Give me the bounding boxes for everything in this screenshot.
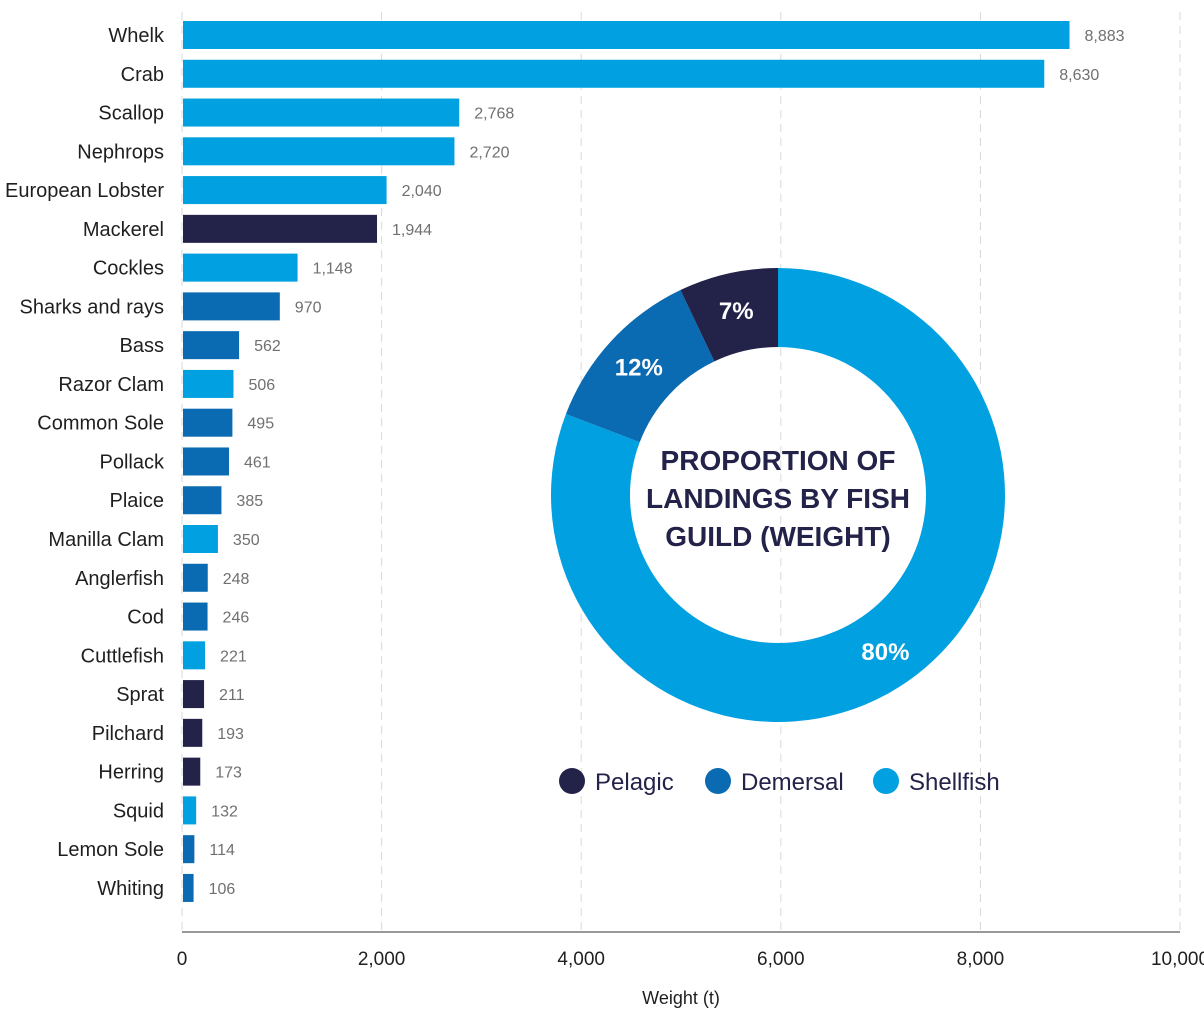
category-label: Whelk: [108, 25, 165, 47]
value-label: 350: [233, 532, 260, 549]
donut-title-line-1: PROPORTION OF: [661, 445, 896, 476]
value-label: 1,148: [313, 261, 353, 278]
value-label: 1,944: [392, 222, 432, 239]
bar-manilla-clam: [183, 525, 218, 554]
bar-razor-clam: [183, 369, 234, 398]
value-label: 132: [211, 803, 238, 820]
value-label: 8,883: [1085, 28, 1125, 45]
x-tick-label: 4,000: [557, 949, 605, 970]
value-label: 173: [215, 765, 242, 782]
bar-pilchard: [183, 718, 203, 747]
value-label: 246: [223, 610, 250, 627]
category-label: Manilla Clam: [48, 529, 164, 551]
bar-sharks-and-rays: [183, 292, 280, 321]
category-label: Bass: [120, 335, 164, 357]
bar-scallop: [183, 98, 460, 127]
value-label: 495: [247, 416, 274, 433]
category-label: Scallop: [98, 103, 164, 125]
bar-whelk: [183, 21, 1070, 49]
bar-bass: [183, 331, 240, 360]
legend-swatch-pelagic: [559, 768, 585, 794]
bar-mackerel: [183, 214, 378, 243]
value-label: 385: [236, 493, 263, 510]
x-tick-label: 2,000: [358, 949, 406, 970]
category-label: Crab: [121, 64, 164, 86]
bar-chart: Whelk 8,883 Crab 8,630 Scallop 2,768 Nephrops 2…: [5, 21, 1125, 902]
donut-slice-shellfish: [550, 268, 1005, 723]
value-label: 2,040: [402, 183, 442, 200]
category-label: Sprat: [116, 684, 164, 706]
bar-squid: [183, 796, 197, 825]
donut-chart: PROPORTION OF LANDINGS BY FISH GUILD (WE…: [550, 268, 1005, 723]
category-label: Plaice: [110, 490, 164, 512]
bar-crab: [183, 59, 1045, 88]
x-axis-title: Weight (t): [642, 988, 720, 1008]
bar-lemon-sole: [183, 835, 195, 864]
value-label: 2,720: [469, 144, 509, 161]
donut-slice-pelagic: [680, 268, 778, 362]
donut-pct-label-demersal: 12%: [615, 354, 663, 381]
value-label: 8,630: [1059, 67, 1099, 84]
legend-label-shellfish: Shellfish: [909, 769, 1000, 796]
value-label: 106: [209, 881, 236, 898]
donut-pct-label-shellfish: 80%: [861, 639, 909, 666]
legend-swatch-shellfish: [873, 768, 899, 794]
category-label: Anglerfish: [75, 568, 164, 590]
category-label: Pollack: [100, 451, 165, 473]
category-label: Cuttlefish: [81, 645, 164, 667]
value-label: 970: [295, 299, 322, 316]
donut-slice-demersal: [565, 290, 715, 443]
category-label: Cod: [127, 607, 164, 629]
category-label: Pilchard: [92, 723, 164, 745]
category-label: Lemon Sole: [57, 839, 164, 861]
category-label: European Lobster: [5, 180, 164, 202]
legend-label-demersal: Demersal: [741, 769, 844, 796]
donut-title-line-3: GUILD (WEIGHT): [665, 521, 891, 552]
category-label: Cockles: [93, 258, 164, 280]
category-label: Whiting: [97, 878, 164, 900]
legend: Pelagic Demersal Shellfish: [559, 768, 1000, 796]
value-label: 461: [244, 454, 271, 471]
bar-pollack: [183, 447, 230, 476]
x-tick-label: 10,000: [1151, 949, 1204, 970]
bar-herring: [183, 757, 201, 786]
value-label: 114: [209, 842, 235, 859]
bar-sprat: [183, 680, 205, 709]
value-label: 221: [220, 648, 247, 665]
category-label: Common Sole: [37, 413, 164, 435]
x-tick-label: 0: [177, 949, 188, 970]
bar-cockles: [183, 253, 298, 282]
donut-pct-label-pelagic: 7%: [719, 298, 754, 325]
category-label: Squid: [113, 800, 164, 822]
value-label: 2,768: [474, 106, 514, 123]
x-tick-label: 8,000: [957, 949, 1005, 970]
bar-cod: [183, 602, 208, 631]
bar-common-sole: [183, 408, 233, 437]
category-label: Nephrops: [77, 141, 164, 163]
legend-label-pelagic: Pelagic: [595, 769, 674, 796]
bar-nephrops: [183, 137, 455, 166]
value-label: 248: [223, 571, 250, 588]
value-label: 193: [217, 726, 244, 743]
value-label: 211: [219, 687, 245, 704]
x-axis: Weight (t) 0 2,000 4,000 6,000 8,000 10,000: [177, 931, 1204, 1008]
value-label: 562: [254, 338, 281, 355]
donut-title-line-2: LANDINGS BY FISH: [646, 483, 910, 514]
bar-anglerfish: [183, 563, 208, 592]
x-tick-label: 6,000: [757, 949, 805, 970]
category-label: Herring: [98, 762, 164, 784]
bar-european-lobster: [183, 176, 387, 205]
value-label: 506: [248, 377, 275, 394]
category-label: Razor Clam: [58, 374, 164, 396]
bar-cuttlefish: [183, 641, 206, 670]
category-label: Sharks and rays: [19, 296, 164, 318]
bar-whiting: [183, 873, 194, 902]
legend-swatch-demersal: [705, 768, 731, 794]
category-label: Mackerel: [83, 219, 164, 241]
bar-plaice: [183, 486, 222, 515]
